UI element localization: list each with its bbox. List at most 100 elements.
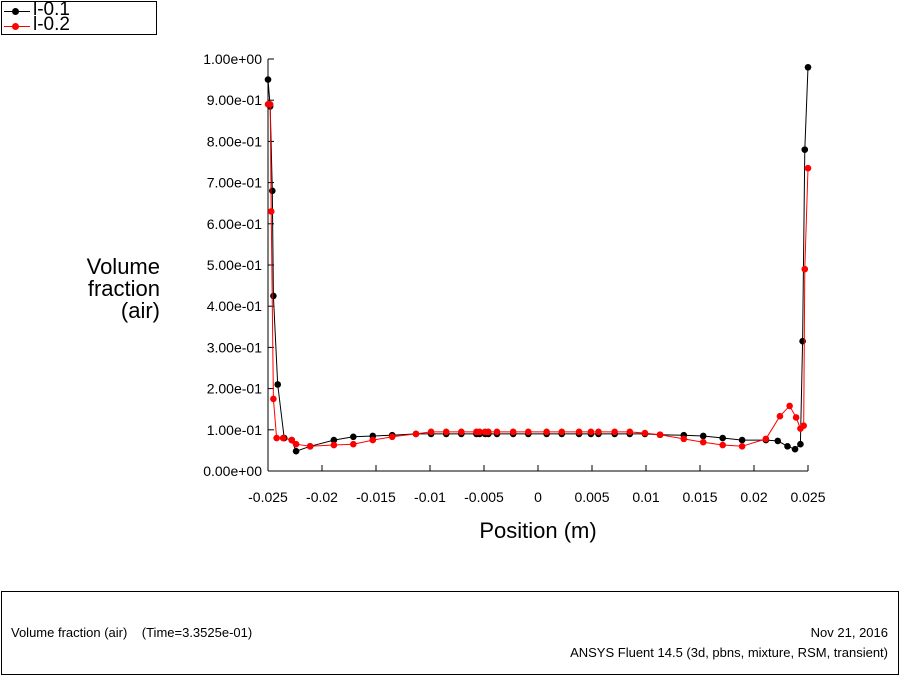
y-axis-label-line: (air) [120, 298, 160, 323]
y-tick-label: 7.00e-01 [207, 175, 262, 191]
series-point-0 [719, 434, 726, 442]
series-point-1 [719, 441, 726, 449]
series-point-0 [264, 76, 272, 83]
y-tick-label: 1.00e-01 [207, 422, 262, 438]
series-point-1 [412, 430, 420, 438]
series-point-1 [509, 428, 517, 436]
series-point-0 [799, 337, 806, 345]
x-tick-label: 0.005 [574, 489, 609, 505]
plot-series [264, 63, 812, 455]
series-point-1 [595, 428, 602, 436]
series-point-1 [656, 431, 664, 439]
x-tick-label: 0.015 [682, 489, 717, 505]
series-point-0 [791, 445, 799, 453]
y-tick-label: 0.00e+00 [203, 463, 262, 479]
series-point-1 [388, 433, 396, 441]
series-point-1 [427, 428, 435, 436]
legend: l-0.1 l-0.2 [1, 0, 157, 35]
y-tick-label: 6.00e-01 [207, 216, 262, 232]
series-point-0 [270, 292, 277, 300]
legend-marker-swatch [12, 8, 19, 15]
series-point-0 [801, 146, 809, 153]
series-point-0 [738, 436, 746, 444]
x-tick-label: 0 [534, 489, 542, 505]
series-point-1 [350, 440, 357, 448]
series-point-1 [279, 434, 287, 442]
series-point-0 [330, 436, 338, 444]
x-tick-label: 0.025 [790, 489, 825, 505]
y-tick-label: 8.00e-01 [207, 133, 262, 149]
x-tick-label: -0.01 [414, 489, 446, 505]
x-tick-label: -0.005 [464, 489, 504, 505]
x-tick-label: -0.025 [248, 489, 288, 505]
series-point-1 [267, 208, 275, 215]
series-point-1 [266, 101, 274, 108]
y-axis-label-line: fraction [87, 276, 160, 301]
plot-axes: 0.00e+00 1.00e-01 2.00e-01 3.00e-01 4.00e-01… [203, 51, 826, 505]
series-point-0 [269, 187, 276, 195]
y-axis-label: Volume fraction (air) [40, 256, 160, 322]
series-point-1 [558, 428, 566, 436]
series-point-0 [797, 440, 804, 448]
series-point-1 [306, 442, 314, 450]
series-point-0 [804, 63, 812, 71]
series-point-1 [524, 428, 532, 436]
legend-entry-1: l-0.2 [2, 15, 156, 35]
series-point-1 [804, 164, 812, 172]
series-point-1 [330, 441, 338, 449]
series-point-0 [292, 447, 300, 455]
software-info: ANSYS Fluent 14.5 (3d, pbns, mixture, RS… [570, 645, 888, 660]
legend-label: l-0.1 [33, 0, 70, 20]
series-point-0 [350, 433, 357, 441]
series-point-1 [641, 429, 649, 437]
series-point-1 [680, 435, 688, 443]
legend-marker-swatch [12, 23, 19, 30]
series-point-1 [270, 395, 277, 403]
series-point-1 [699, 438, 707, 446]
series-point-0 [699, 432, 707, 440]
x-tick-label: 0.02 [740, 489, 767, 505]
legend-label: l-0.2 [33, 14, 70, 35]
series-point-1 [493, 428, 501, 436]
series-point-1 [587, 428, 595, 436]
series-point-1 [485, 428, 492, 436]
series-point-1 [801, 265, 809, 273]
series-point-1 [288, 436, 296, 444]
y-tick-label: 9.00e-01 [207, 92, 262, 108]
series-point-1 [476, 428, 483, 436]
series-point-1 [792, 414, 800, 421]
series-point-1 [786, 402, 793, 410]
y-tick-label: 2.00e-01 [207, 381, 262, 397]
y-axis-label-line: Volume [86, 254, 160, 279]
x-tick-label: -0.02 [306, 489, 338, 505]
series-point-1 [611, 428, 618, 436]
y-tick-label: 1.00e+00 [203, 51, 262, 67]
series-point-1 [369, 436, 377, 444]
series-point-0 [774, 437, 782, 445]
series-point-1 [762, 435, 770, 443]
y-tick-label: 3.00e-01 [207, 339, 262, 355]
series-point-1 [273, 434, 280, 442]
series-point-1 [626, 428, 634, 436]
series-point-0 [784, 442, 791, 450]
plot-date: Nov 21, 2016 [810, 625, 888, 640]
x-axis-label: Position (m) [479, 518, 597, 543]
series-point-1 [575, 428, 583, 436]
y-tick-label: 5.00e-01 [207, 257, 262, 273]
series-point-1 [458, 428, 465, 436]
series-line-0 [267, 67, 809, 452]
y-tick-label: 4.00e-01 [207, 298, 262, 314]
series-point-1 [800, 422, 807, 429]
series-point-1 [543, 428, 550, 436]
series-point-1 [738, 442, 746, 450]
x-tick-label: 0.01 [632, 489, 659, 505]
series-point-0 [274, 381, 282, 388]
x-tick-label: -0.015 [356, 489, 396, 505]
series-point-1 [292, 440, 300, 448]
xy-plot: 0.00e+00 1.00e-01 2.00e-01 3.00e-01 4.00e-01… [203, 51, 826, 505]
plot-title: Volume fraction (air) (Time=3.3525e-01) [11, 625, 253, 640]
series-point-1 [442, 428, 450, 436]
info-footer: Volume fraction (air) (Time=3.3525e-01) … [1, 591, 899, 675]
series-line-1 [268, 103, 809, 447]
legend-entry-0: l-0.1 [2, 0, 156, 20]
